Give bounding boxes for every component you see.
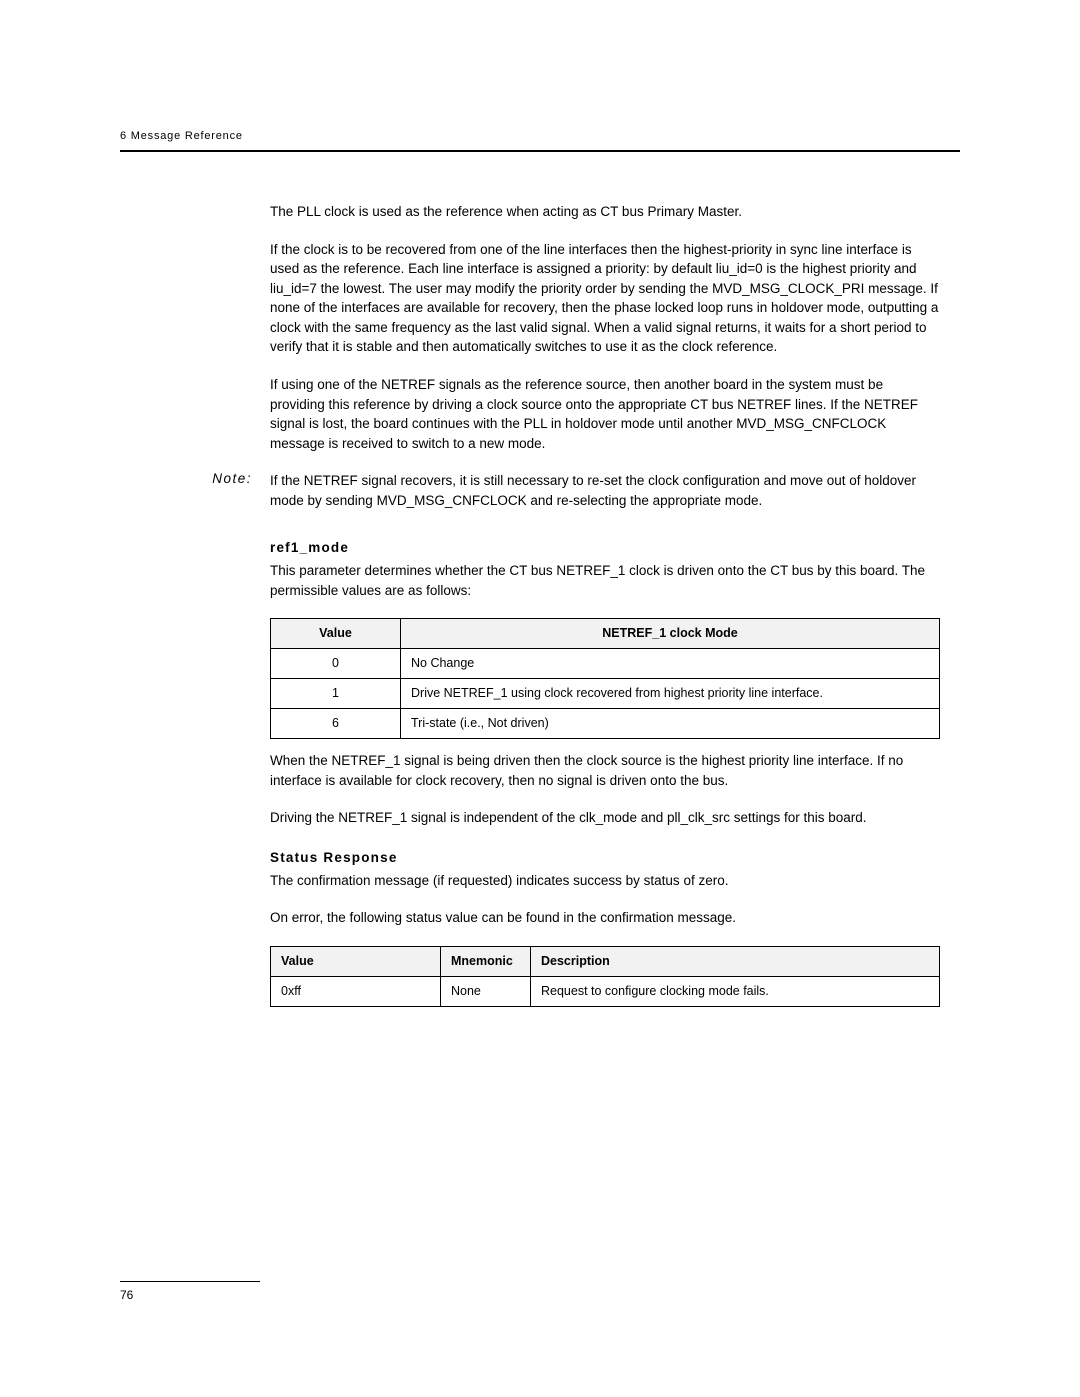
table-header: NETREF_1 clock Mode bbox=[401, 619, 940, 649]
body-content: ref1_mode This parameter determines whet… bbox=[270, 540, 940, 1006]
table-cell: 0xff bbox=[271, 976, 441, 1006]
table-row: 0 No Change bbox=[271, 649, 940, 679]
note-block: Note: If the NETREF signal recovers, it … bbox=[120, 471, 960, 510]
subhead-status-response: Status Response bbox=[270, 850, 940, 865]
paragraph: The PLL clock is used as the reference w… bbox=[270, 202, 940, 222]
netref1-table: Value NETREF_1 clock Mode 0 No Change 1 … bbox=[270, 618, 940, 739]
table-cell: Drive NETREF_1 using clock recovered fro… bbox=[401, 679, 940, 709]
paragraph: If using one of the NETREF signals as th… bbox=[270, 375, 940, 453]
page-number: 76 bbox=[120, 1288, 260, 1302]
table-cell: No Change bbox=[401, 649, 940, 679]
subhead-ref1-mode: ref1_mode bbox=[270, 540, 940, 555]
page: 6 Message Reference The PLL clock is use… bbox=[0, 0, 1080, 1397]
paragraph: This parameter determines whether the CT… bbox=[270, 561, 940, 600]
table-header: Value bbox=[271, 946, 441, 976]
body-content: The PLL clock is used as the reference w… bbox=[270, 202, 940, 453]
status-table: Value Mnemonic Description 0xff None Req… bbox=[270, 946, 940, 1007]
footer-rule bbox=[120, 1281, 260, 1282]
table-header: Mnemonic bbox=[441, 946, 531, 976]
table-row: 6 Tri-state (i.e., Not driven) bbox=[271, 709, 940, 739]
paragraph: If the clock is to be recovered from one… bbox=[270, 240, 940, 357]
table-header: Value bbox=[271, 619, 401, 649]
table-row: 1 Drive NETREF_1 using clock recovered f… bbox=[271, 679, 940, 709]
table-cell: 0 bbox=[271, 649, 401, 679]
table-header: Description bbox=[531, 946, 940, 976]
header-label: 6 Message Reference bbox=[120, 130, 960, 142]
header-rule bbox=[120, 150, 960, 152]
footer: 76 bbox=[120, 1281, 260, 1302]
table-cell: Request to configure clocking mode fails… bbox=[531, 976, 940, 1006]
note-label: Note: bbox=[120, 471, 270, 510]
table-cell: None bbox=[441, 976, 531, 1006]
table-row: 0xff None Request to configure clocking … bbox=[271, 976, 940, 1006]
paragraph: The confirmation message (if requested) … bbox=[270, 871, 940, 891]
paragraph: Driving the NETREF_1 signal is independe… bbox=[270, 808, 940, 828]
table-cell: Tri-state (i.e., Not driven) bbox=[401, 709, 940, 739]
paragraph: On error, the following status value can… bbox=[270, 908, 940, 928]
table-cell: 6 bbox=[271, 709, 401, 739]
note-text: If the NETREF signal recovers, it is sti… bbox=[270, 471, 940, 510]
paragraph: When the NETREF_1 signal is being driven… bbox=[270, 751, 940, 790]
table-cell: 1 bbox=[271, 679, 401, 709]
